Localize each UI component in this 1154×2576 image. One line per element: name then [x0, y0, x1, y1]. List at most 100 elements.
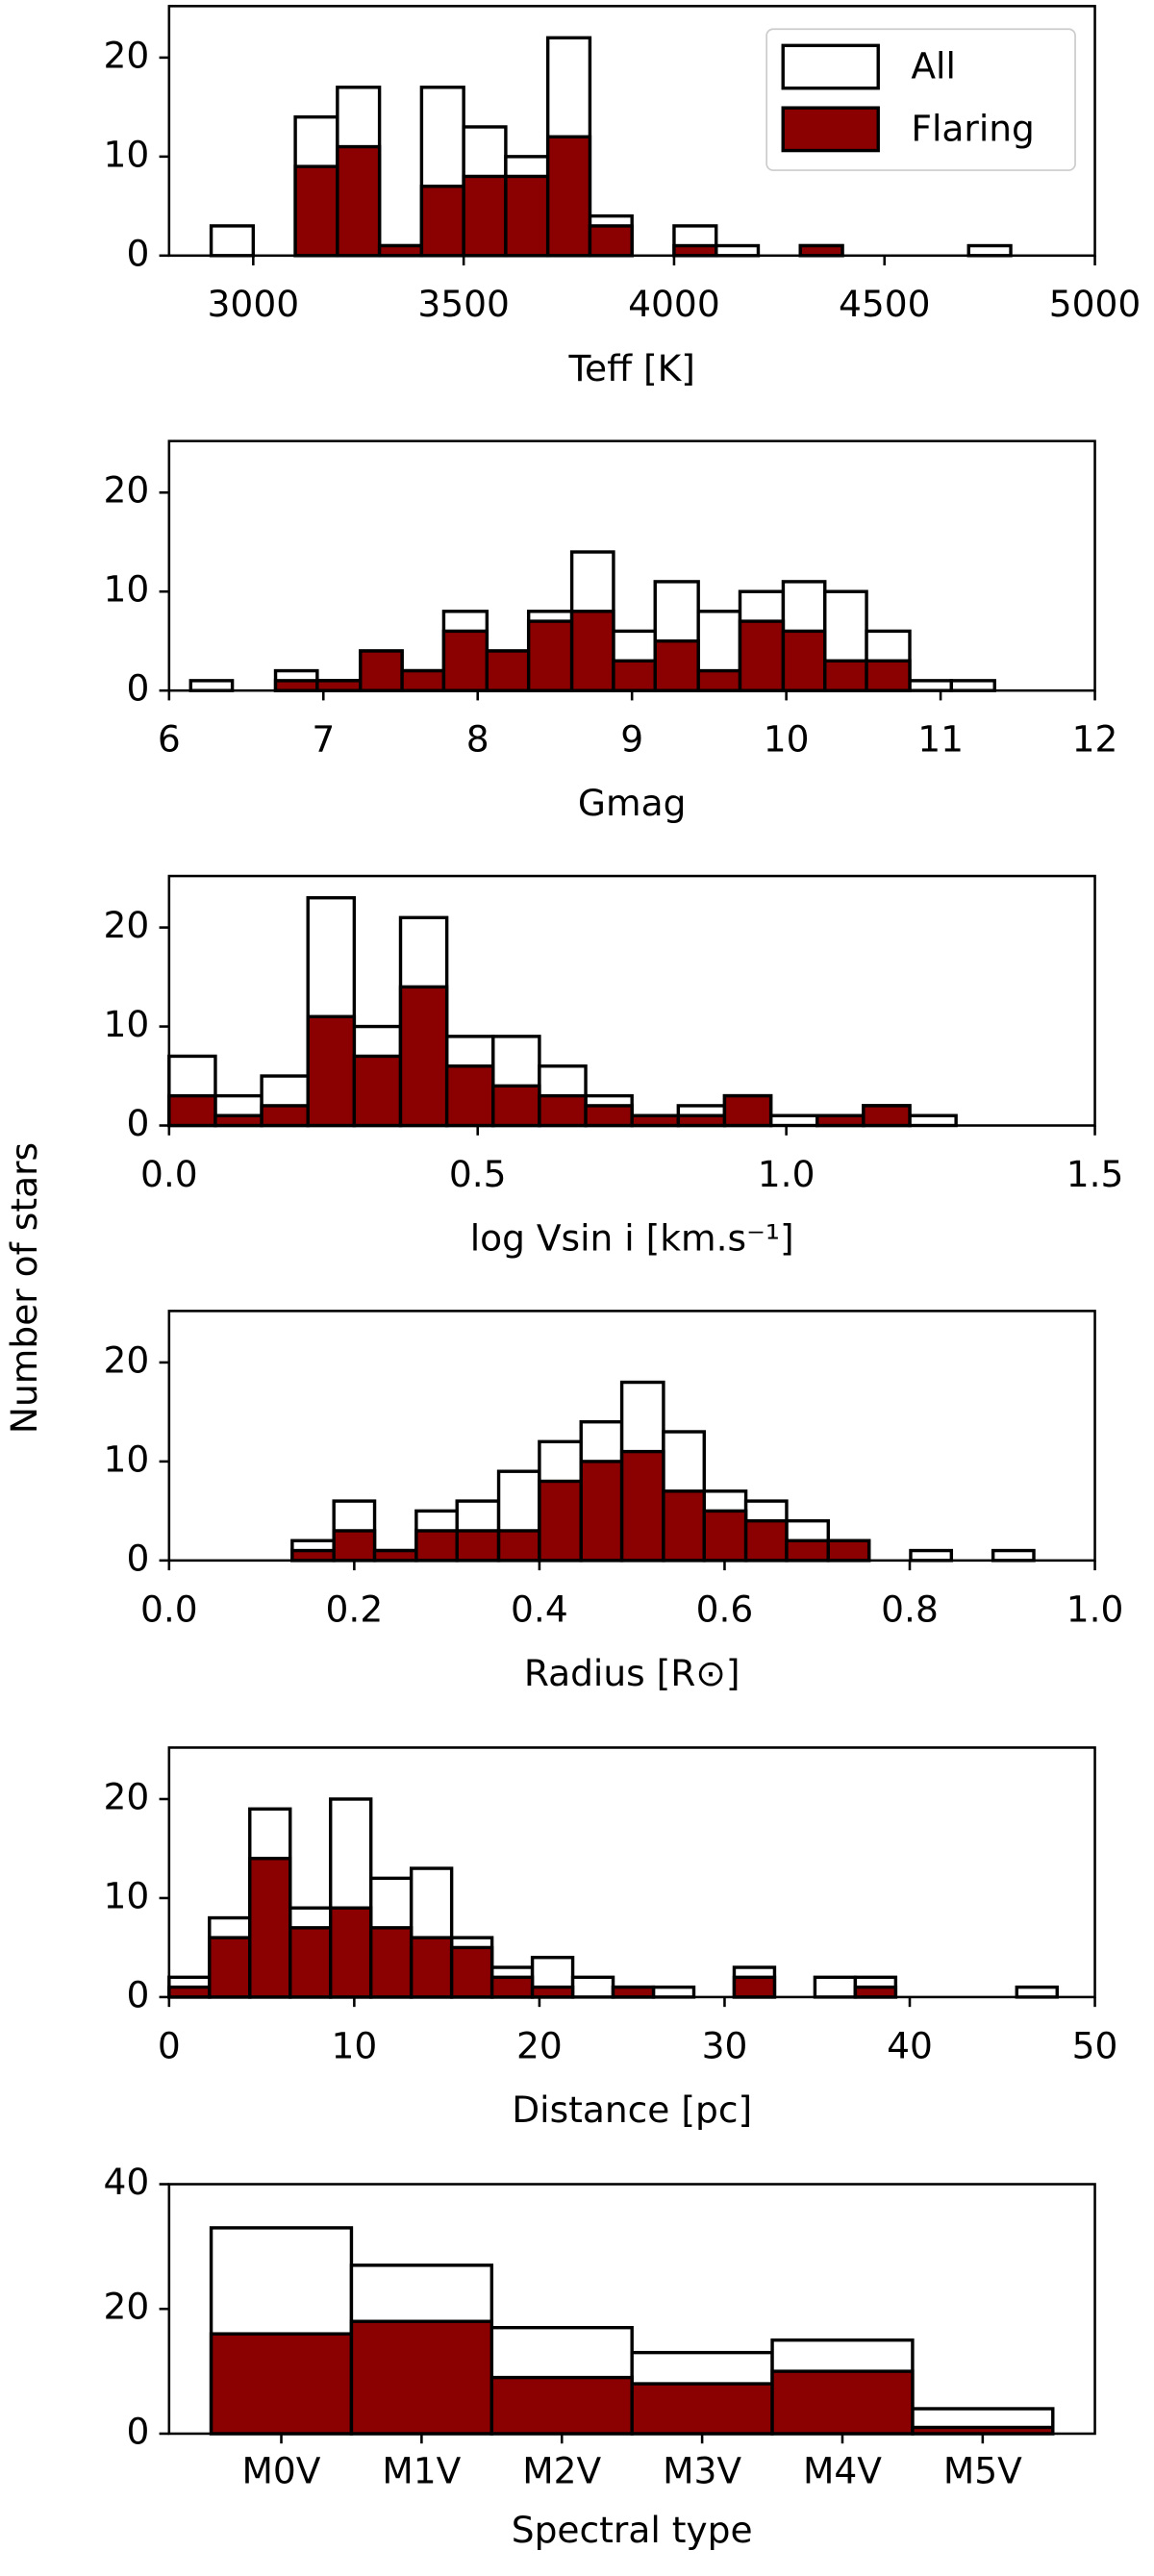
y-tick-label: 20 — [104, 1775, 150, 1817]
histogram-bar — [619, 1449, 665, 1563]
histogram-bar — [409, 1936, 454, 1999]
histogram-bar — [909, 1548, 954, 1563]
y-axis-label: Number of stars — [3, 1142, 45, 1434]
histogram-bar — [570, 1975, 615, 1999]
histogram-bar — [209, 224, 256, 258]
histogram-bar — [908, 679, 954, 692]
histogram-bar — [538, 1093, 588, 1128]
x-tick-label: 0.5 — [449, 1153, 507, 1195]
histogram-bar — [352, 1054, 403, 1128]
y-tick-label: 10 — [104, 1438, 150, 1480]
legend-swatch — [781, 43, 880, 90]
x-tick-label: 3000 — [208, 283, 300, 325]
x-tick-label: 12 — [1072, 718, 1118, 761]
x-tick-label: 8 — [466, 718, 489, 761]
y-tick-label: 20 — [104, 469, 150, 512]
histogram-bar — [526, 619, 574, 692]
histogram-bar — [630, 1113, 681, 1128]
histogram-bar — [496, 1529, 541, 1563]
x-tick-label: 10 — [764, 718, 810, 761]
x-tick-label: 4000 — [628, 283, 720, 325]
histogram-bar — [865, 659, 912, 692]
histogram-bar — [781, 629, 827, 692]
histogram-bar — [288, 1926, 333, 1999]
histogram-bar — [579, 1460, 624, 1563]
histogram-bar — [368, 1926, 414, 1999]
histogram-bar — [329, 1906, 373, 1999]
axes-frame — [167, 874, 1096, 1127]
histogram-bar — [489, 1975, 535, 1999]
x-tick-label: 30 — [702, 2024, 748, 2066]
histogram-bar — [400, 668, 446, 692]
x-tick-label: 0.2 — [326, 1588, 384, 1630]
histogram-bar — [1015, 1985, 1059, 1999]
histogram-bar — [545, 135, 592, 258]
histogram-bar — [714, 243, 761, 258]
histogram-bar — [449, 1945, 494, 1999]
histogram-bar — [485, 649, 531, 692]
histogram-bar — [826, 1538, 871, 1563]
y-tick-label: 0 — [126, 2410, 149, 2452]
histogram-bar — [676, 1113, 727, 1128]
histogram-bar — [213, 1113, 263, 1128]
x-axis-label: Gmag — [578, 782, 687, 824]
histogram-bar — [273, 679, 319, 692]
axes-frame — [167, 1310, 1096, 1563]
histogram-bar — [651, 1985, 696, 1999]
histogram-bar — [662, 1489, 706, 1563]
histogram-bar — [372, 1548, 418, 1563]
histogram-bar — [611, 1985, 656, 1999]
x-tick-label: 0.0 — [140, 1153, 198, 1195]
x-tick-label: M2V — [522, 2449, 601, 2491]
histogram-bar — [813, 1975, 858, 1999]
histogram-bar — [167, 1093, 217, 1128]
histogram-bar — [167, 1985, 212, 1999]
histogram-bar — [672, 243, 718, 258]
x-tick-label: 0 — [158, 2024, 181, 2066]
x-axis-label: Spectral type — [512, 2509, 753, 2551]
histogram-bar — [696, 668, 742, 692]
histogram-bar — [504, 174, 550, 258]
histogram-bar — [293, 164, 339, 258]
y-tick-label: 10 — [104, 568, 150, 611]
y-tick-label: 10 — [104, 133, 150, 175]
x-tick-label: 0.6 — [696, 1588, 754, 1630]
x-tick-label: 11 — [917, 718, 964, 761]
histogram-bar — [588, 224, 634, 258]
x-tick-label: 6 — [158, 718, 181, 761]
histogram-bar — [949, 679, 996, 692]
x-tick-label: 1.0 — [758, 1153, 815, 1195]
histogram-bar — [798, 243, 844, 258]
x-tick-label: 1.5 — [1066, 1153, 1124, 1195]
x-tick-label: 4500 — [839, 283, 931, 325]
bar — [489, 2375, 634, 2436]
histogram-bar — [823, 659, 868, 692]
histogram-bar — [991, 1548, 1036, 1563]
histogram-bar — [188, 679, 235, 692]
histogram-bar — [377, 243, 424, 258]
histogram-bar — [248, 1857, 292, 1999]
y-tick-label: 0 — [126, 1102, 149, 1144]
y-tick-label: 40 — [104, 2161, 150, 2203]
x-axis-label: log Vsin i [km.s⁻¹] — [470, 1216, 794, 1259]
legend-swatch — [781, 106, 880, 153]
x-axis-label: Distance [pc] — [512, 2088, 752, 2131]
histogram-bar — [336, 144, 382, 258]
histogram-bar — [966, 243, 1013, 258]
histogram-bar — [441, 629, 489, 692]
x-tick-label: M4V — [803, 2449, 882, 2491]
histogram-bar — [768, 1113, 819, 1128]
x-tick-label: M1V — [382, 2449, 461, 2491]
histogram-bar — [743, 1518, 789, 1563]
histogram-bar — [702, 1509, 748, 1563]
x-tick-label: 0.4 — [511, 1588, 568, 1630]
histogram-bar — [815, 1113, 866, 1128]
x-tick-label: M5V — [943, 2449, 1022, 2491]
y-tick-label: 10 — [104, 1003, 150, 1045]
histogram-bar — [738, 619, 786, 692]
y-tick-label: 20 — [104, 34, 150, 76]
y-tick-label: 0 — [126, 232, 149, 274]
histogram-bar — [653, 638, 700, 692]
histogram-bar — [853, 1985, 898, 1999]
